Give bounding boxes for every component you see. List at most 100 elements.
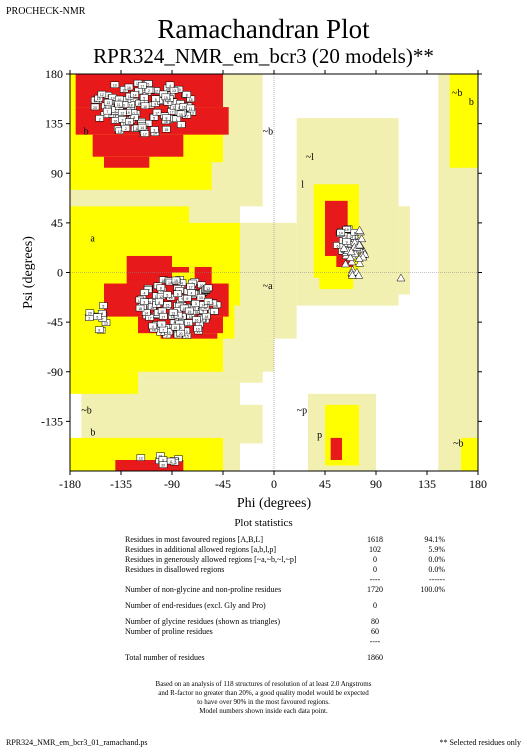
region-generous — [240, 222, 297, 339]
x-tick-label: -180 — [59, 477, 81, 491]
residue-point: 7 — [103, 107, 112, 115]
footnote-line: and R-factor no greater than 20%, a good… — [158, 689, 369, 697]
residue-point: 8 — [130, 113, 139, 121]
x-tick-label: 135 — [418, 477, 436, 491]
region-label: ~b — [263, 127, 273, 138]
region-favoured — [115, 459, 184, 471]
svg-text:4: 4 — [152, 325, 154, 329]
selection-note: ** Selected residues only — [439, 738, 521, 747]
svg-text:2: 2 — [115, 109, 117, 113]
svg-text:15: 15 — [185, 334, 189, 338]
svg-text:4: 4 — [169, 84, 171, 88]
x-tick-label: 90 — [370, 477, 382, 491]
svg-text:5: 5 — [177, 314, 179, 318]
svg-text:17: 17 — [197, 330, 201, 334]
stat-count: 1720 — [367, 585, 383, 594]
residue-point: 15 — [161, 93, 171, 101]
region-allowed — [70, 206, 189, 223]
svg-text:13: 13 — [170, 315, 174, 319]
svg-text:12: 12 — [172, 105, 176, 109]
svg-text:19: 19 — [128, 95, 132, 99]
region-favoured — [92, 134, 184, 157]
glycine-point — [355, 225, 365, 234]
residue-point: 18 — [171, 323, 180, 331]
separator: ---- — [369, 637, 381, 646]
svg-text:20: 20 — [160, 289, 164, 293]
svg-text:13: 13 — [106, 101, 110, 105]
svg-text:6: 6 — [178, 106, 180, 110]
svg-text:20: 20 — [88, 312, 92, 316]
region-label: ~a — [263, 281, 273, 292]
svg-text:9: 9 — [202, 310, 204, 314]
svg-text:9: 9 — [161, 323, 163, 327]
svg-text:15: 15 — [192, 307, 196, 311]
region-generous — [240, 74, 263, 207]
svg-text:13: 13 — [172, 89, 176, 93]
svg-text:15: 15 — [206, 300, 210, 304]
stat-percent: 0.0% — [428, 555, 445, 564]
stat-label: Residues in most favoured regions [A,B,L… — [125, 535, 263, 544]
svg-text:6: 6 — [177, 293, 179, 297]
svg-text:10: 10 — [160, 310, 164, 314]
y-tick-label: -135 — [41, 414, 63, 428]
svg-text:17: 17 — [131, 112, 135, 116]
residue-point: 15 — [203, 298, 213, 305]
svg-text:17: 17 — [148, 316, 152, 320]
svg-text:14: 14 — [142, 89, 146, 93]
svg-text:15: 15 — [199, 296, 203, 300]
svg-text:3: 3 — [195, 302, 197, 306]
region-label: p — [317, 430, 322, 441]
stat-count: 0 — [373, 555, 377, 564]
svg-text:17: 17 — [170, 110, 174, 114]
svg-text:16: 16 — [182, 106, 186, 110]
residue-point: 17 — [186, 283, 195, 290]
residue-point: 13 — [168, 309, 178, 316]
svg-text:14: 14 — [201, 304, 205, 308]
svg-text:18: 18 — [173, 326, 177, 330]
residue-point: 4 — [165, 81, 175, 89]
svg-text:5: 5 — [147, 83, 149, 87]
svg-text:16: 16 — [152, 328, 156, 332]
svg-text:11: 11 — [155, 295, 159, 299]
residue-point: 9 — [157, 320, 167, 328]
svg-text:5: 5 — [96, 316, 98, 320]
glycine-point — [354, 254, 364, 262]
svg-text:2: 2 — [88, 317, 90, 321]
residue-point: 10 — [157, 307, 167, 315]
glycine-point — [345, 253, 355, 261]
region-label: a — [90, 234, 95, 245]
svg-text:2: 2 — [212, 302, 214, 306]
stat-count: 0 — [373, 565, 377, 574]
residue-point: 17 — [152, 109, 162, 116]
svg-text:1: 1 — [180, 124, 182, 128]
svg-text:18: 18 — [161, 279, 165, 283]
x-tick-label: 45 — [319, 477, 331, 491]
svg-text:2: 2 — [198, 323, 200, 327]
svg-text:7: 7 — [102, 317, 104, 321]
residue-point: 10 — [193, 325, 202, 332]
region-label: ~l — [306, 152, 314, 163]
svg-text:15: 15 — [189, 315, 193, 319]
stat-label: Residues in additional allowed regions [… — [125, 545, 277, 554]
svg-text:19: 19 — [345, 228, 349, 232]
stats-row: Residues in most favoured regions [A,B,L… — [125, 535, 445, 545]
glycine-point — [346, 247, 356, 256]
stat-count: 0 — [373, 601, 377, 610]
region-favoured — [155, 266, 189, 273]
residue-point: 15 — [162, 125, 171, 133]
glycine-point — [341, 259, 350, 268]
svg-text:1: 1 — [143, 100, 145, 104]
svg-text:20: 20 — [93, 106, 97, 110]
residue-point: 8 — [162, 114, 171, 121]
svg-text:18: 18 — [189, 98, 193, 102]
svg-text:5: 5 — [153, 116, 155, 120]
svg-text:14: 14 — [339, 232, 343, 236]
svg-text:8: 8 — [354, 231, 356, 235]
residue-point: 20 — [158, 461, 168, 468]
svg-text:20: 20 — [169, 296, 173, 300]
svg-text:16: 16 — [113, 119, 117, 123]
separator: ---- — [369, 575, 381, 584]
residue-point: 15 — [176, 110, 186, 118]
residue-point: 14 — [336, 229, 346, 236]
svg-text:18: 18 — [138, 307, 142, 311]
